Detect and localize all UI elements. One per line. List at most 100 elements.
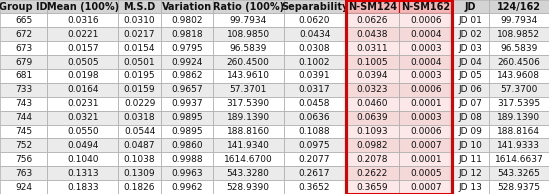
Bar xyxy=(0,0,47,13)
Bar xyxy=(452,125,489,139)
Bar xyxy=(0,27,47,41)
Bar xyxy=(346,83,399,97)
Bar xyxy=(118,13,161,27)
Text: 143.9608: 143.9608 xyxy=(497,71,540,81)
Text: 1614.6700: 1614.6700 xyxy=(224,155,273,164)
Bar xyxy=(0,97,47,111)
Bar xyxy=(118,69,161,83)
Bar xyxy=(346,27,399,41)
Text: 141.9340: 141.9340 xyxy=(227,141,270,150)
Text: N-SM124: N-SM124 xyxy=(348,2,397,12)
Bar xyxy=(47,166,118,180)
Bar xyxy=(283,83,346,97)
Text: 0.1313: 0.1313 xyxy=(67,169,99,178)
Text: 143.9610: 143.9610 xyxy=(227,71,270,81)
Text: 0.1826: 0.1826 xyxy=(124,183,155,191)
Text: 124/162: 124/162 xyxy=(497,2,541,12)
Bar xyxy=(399,166,452,180)
Text: 0.0460: 0.0460 xyxy=(356,99,388,108)
Text: JD 13: JD 13 xyxy=(458,183,483,191)
Text: 0.1093: 0.1093 xyxy=(356,127,388,136)
Bar xyxy=(118,97,161,111)
Text: 0.0550: 0.0550 xyxy=(67,127,99,136)
Bar xyxy=(452,152,489,166)
Bar xyxy=(47,152,118,166)
Bar xyxy=(346,166,399,180)
Text: 99.7934: 99.7934 xyxy=(229,16,267,25)
Text: 0.9657: 0.9657 xyxy=(171,85,203,94)
Text: 0.0164: 0.0164 xyxy=(67,85,98,94)
Bar xyxy=(161,180,213,194)
Bar xyxy=(399,13,452,27)
Text: 679: 679 xyxy=(15,58,32,67)
Bar xyxy=(213,83,283,97)
Text: 0.2617: 0.2617 xyxy=(299,169,330,178)
Bar xyxy=(452,27,489,41)
Text: 0.0231: 0.0231 xyxy=(67,99,98,108)
Bar xyxy=(118,152,161,166)
Text: 0.0198: 0.0198 xyxy=(67,71,99,81)
Text: 924: 924 xyxy=(15,183,32,191)
Text: 0.0639: 0.0639 xyxy=(356,113,388,122)
Text: 0.0505: 0.0505 xyxy=(67,58,99,67)
Text: 0.0311: 0.0311 xyxy=(356,44,388,53)
Bar xyxy=(283,97,346,111)
Text: 0.0620: 0.0620 xyxy=(299,16,330,25)
Text: 0.0007: 0.0007 xyxy=(410,183,441,191)
Bar xyxy=(489,41,549,55)
Bar xyxy=(346,55,399,69)
Bar xyxy=(452,41,489,55)
Bar xyxy=(0,139,47,152)
Bar xyxy=(283,139,346,152)
Bar xyxy=(213,139,283,152)
Bar xyxy=(489,55,549,69)
Bar xyxy=(283,111,346,125)
Text: 0.3652: 0.3652 xyxy=(299,183,330,191)
Text: 0.9895: 0.9895 xyxy=(171,113,203,122)
Text: 0.0003: 0.0003 xyxy=(410,113,441,122)
Bar xyxy=(213,13,283,27)
Bar xyxy=(161,139,213,152)
Text: 0.0982: 0.0982 xyxy=(356,141,388,150)
Bar xyxy=(213,41,283,55)
Text: 0.0494: 0.0494 xyxy=(67,141,98,150)
Text: 0.0636: 0.0636 xyxy=(299,113,330,122)
Text: 0.9795: 0.9795 xyxy=(171,44,203,53)
Bar xyxy=(283,69,346,83)
Text: 744: 744 xyxy=(15,113,32,122)
Bar xyxy=(346,180,399,194)
Bar xyxy=(283,180,346,194)
Text: 0.3659: 0.3659 xyxy=(356,183,388,191)
Bar xyxy=(161,27,213,41)
Bar xyxy=(489,83,549,97)
Text: 0.0006: 0.0006 xyxy=(410,16,441,25)
Text: 108.9850: 108.9850 xyxy=(227,30,270,39)
Text: 0.1309: 0.1309 xyxy=(124,169,155,178)
Text: 141.9333: 141.9333 xyxy=(497,141,540,150)
Bar xyxy=(346,152,399,166)
Text: 189.1390: 189.1390 xyxy=(497,113,540,122)
Text: 0.0004: 0.0004 xyxy=(410,58,441,67)
Bar xyxy=(452,55,489,69)
Text: 0.2078: 0.2078 xyxy=(356,155,388,164)
Bar xyxy=(283,125,346,139)
Bar xyxy=(346,0,399,13)
Text: 733: 733 xyxy=(15,85,32,94)
Text: 0.0195: 0.0195 xyxy=(124,71,155,81)
Bar xyxy=(452,139,489,152)
Text: 0.0544: 0.0544 xyxy=(124,127,155,136)
Text: 0.0004: 0.0004 xyxy=(410,30,441,39)
Bar xyxy=(283,41,346,55)
Text: 96.5839: 96.5839 xyxy=(229,44,267,53)
Text: 108.9852: 108.9852 xyxy=(497,30,540,39)
Text: 260.4500: 260.4500 xyxy=(227,58,270,67)
Bar xyxy=(161,0,213,13)
Bar xyxy=(489,0,549,13)
Text: 528.9390: 528.9390 xyxy=(227,183,270,191)
Text: 672: 672 xyxy=(15,30,32,39)
Text: 0.1833: 0.1833 xyxy=(67,183,99,191)
Bar xyxy=(452,13,489,27)
Text: 0.0310: 0.0310 xyxy=(124,16,155,25)
Bar xyxy=(452,180,489,194)
Text: JD 04: JD 04 xyxy=(459,58,483,67)
